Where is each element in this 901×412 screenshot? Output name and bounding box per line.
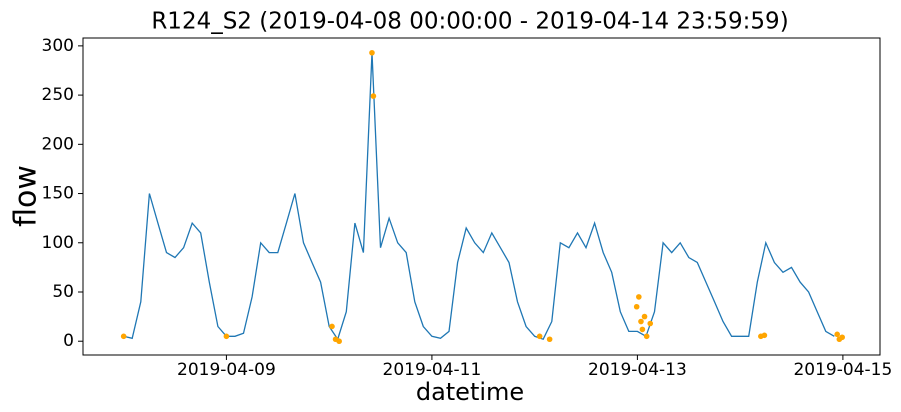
anomaly-point <box>120 333 127 340</box>
y-tick-label: 250 <box>42 85 74 105</box>
x-tick-label: 2019-04-11 <box>383 360 482 380</box>
anomaly-point <box>370 93 377 99</box>
y-tick-label: 50 <box>52 282 74 302</box>
chart-title: R124_S2 (2019-04-08 00:00:00 - 2019-04-1… <box>151 9 788 35</box>
anomaly-point <box>641 313 648 320</box>
flow-line <box>123 52 835 341</box>
anomaly-point <box>633 303 640 310</box>
anomaly-point <box>329 323 335 330</box>
x-tick-label: 2019-04-09 <box>177 360 276 380</box>
anomaly-point <box>639 326 646 333</box>
y-tick-label: 300 <box>42 36 74 56</box>
anomaly-point <box>643 333 650 340</box>
anomaly-point <box>636 294 642 300</box>
anomaly-point <box>761 332 768 339</box>
y-tick-label: 0 <box>63 331 74 351</box>
anomaly-point <box>839 334 845 341</box>
anomaly-point <box>546 336 553 343</box>
anomaly-point <box>369 49 375 56</box>
y-tick-label: 200 <box>42 134 74 154</box>
y-axis-label: flow <box>9 165 44 227</box>
anomaly-point <box>647 320 654 327</box>
anomaly-point <box>536 333 543 340</box>
x-axis-label: datetime <box>416 378 524 406</box>
anomaly-point <box>834 331 840 338</box>
x-tick-label: 2019-04-13 <box>588 360 687 380</box>
anomaly-point <box>223 333 230 340</box>
anomaly-point <box>336 338 342 345</box>
y-tick-label: 100 <box>42 233 74 253</box>
plot-frame <box>82 37 881 356</box>
x-tick-label: 2019-04-15 <box>793 360 892 380</box>
anomaly-point <box>638 318 644 325</box>
y-tick-label: 150 <box>42 184 74 204</box>
